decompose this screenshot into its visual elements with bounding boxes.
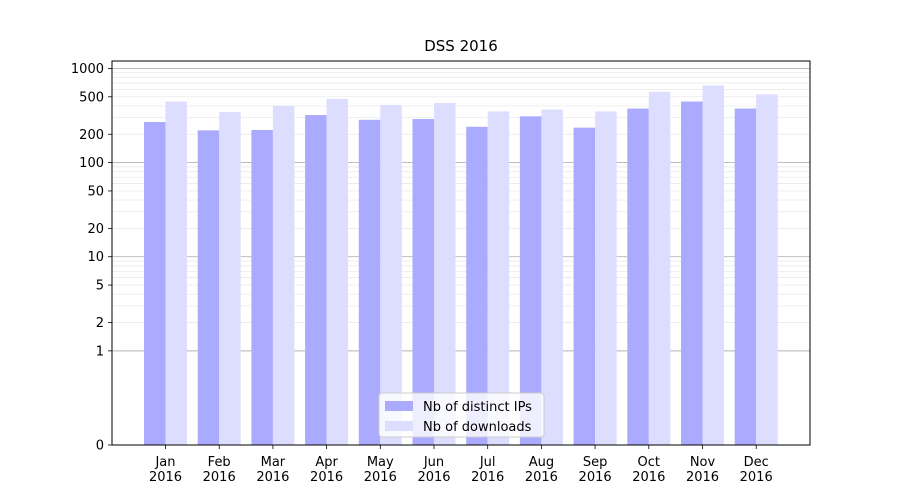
bar-distinct-ips [197,130,220,445]
bar-downloads [165,101,187,445]
legend-label: Nb of distinct IPs [423,400,532,415]
x-tick-label: Feb 2016 [203,455,236,485]
legend: Nb of distinct IPs Nb of downloads [378,392,545,438]
x-tick-label: Jul 2016 [471,455,504,485]
bars [144,85,778,446]
bar-distinct-ips [627,108,649,445]
bar-distinct-ips [251,129,273,446]
legend-label: Nb of downloads [423,420,532,435]
x-tick-label: Dec 2016 [740,455,773,485]
bar-downloads [434,102,456,445]
bar-downloads [487,111,510,445]
bar-distinct-ips [358,119,381,446]
bar-distinct-ips [734,108,757,445]
bar-distinct-ips [519,116,542,445]
x-axis: Jan 2016 Feb 2016 Mar 2016 Apr 2016 May 2016 Jun 20… [149,445,773,485]
x-tick-label: May 2016 [364,455,397,485]
y-axis: 0 1 2 5 10 20 50 100 200 500 1000 [71,62,112,454]
y-tick-label: 50 [87,184,104,199]
bar-downloads [541,109,563,445]
y-tick-label: 10 [87,250,104,265]
legend-swatch [385,401,413,411]
bar-distinct-ips [573,127,596,446]
legend-swatch [385,421,413,431]
y-tick-label: 1 [96,344,104,359]
x-tick-label: Jan 2016 [149,455,182,485]
bar-downloads [326,98,349,445]
y-tick-label: 1000 [71,62,104,77]
bar-downloads [272,105,295,445]
y-tick-label: 200 [79,128,104,143]
x-tick-label: Oct 2016 [632,455,665,485]
y-tick-label: 2 [96,316,104,331]
y-tick-label: 0 [96,439,104,454]
chart-title: DSS 2016 [424,37,498,55]
y-tick-label: 5 [96,279,104,294]
bar-downloads [595,111,617,445]
bar-distinct-ips [681,101,703,445]
bar-downloads [219,111,241,445]
bar-distinct-ips [144,121,166,446]
x-tick-label: Apr 2016 [310,455,343,485]
bar-downloads [648,91,671,445]
bar-downloads [756,94,778,446]
y-tick-label: 20 [87,222,104,237]
x-tick-label: Nov 2016 [686,455,719,485]
y-tick-label: 500 [79,90,104,105]
bar-distinct-ips [412,119,434,446]
x-tick-label: Mar 2016 [256,455,289,485]
x-tick-label: Jun 2016 [417,455,450,485]
y-tick-label: 100 [79,156,104,171]
bar-downloads [380,104,402,446]
bar-distinct-ips [466,126,488,445]
plot-frame [111,60,811,446]
bar-distinct-ips [305,115,327,445]
bar-downloads [702,85,724,446]
legend-box [378,392,545,438]
x-tick-label: Aug 2016 [525,455,558,485]
x-tick-label: Sep 2016 [579,455,612,485]
